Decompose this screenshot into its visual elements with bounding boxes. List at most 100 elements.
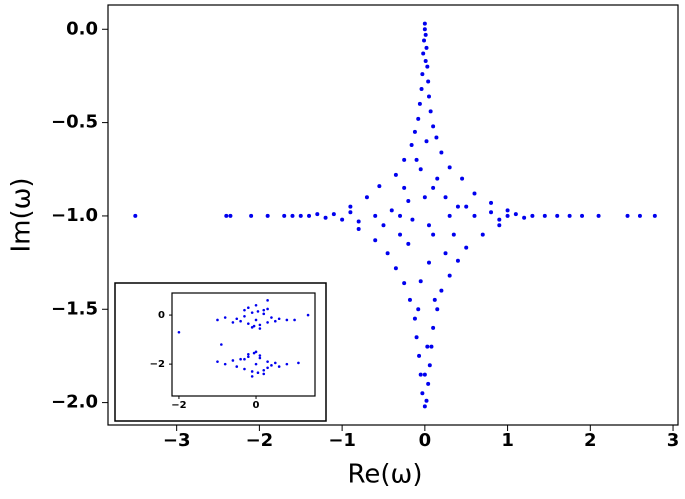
point (273, 361, 277, 365)
point (421, 51, 426, 56)
point (412, 316, 417, 321)
point (262, 308, 266, 312)
point (409, 143, 414, 147)
point (277, 317, 281, 321)
point (431, 232, 436, 237)
point (252, 324, 256, 328)
point (434, 135, 439, 140)
point (417, 101, 422, 106)
point (297, 361, 300, 365)
point (285, 362, 289, 366)
point (258, 354, 262, 357)
point (422, 404, 427, 409)
point (417, 353, 422, 358)
point (254, 362, 258, 366)
point (247, 306, 250, 310)
point (250, 370, 254, 373)
point (425, 64, 430, 69)
point (258, 323, 262, 327)
point (262, 312, 266, 316)
point (426, 79, 431, 84)
point (364, 195, 369, 200)
point (422, 27, 427, 32)
point (277, 365, 281, 368)
point (505, 208, 510, 213)
y-tick-label: −1.5 (51, 298, 98, 319)
point (406, 241, 411, 246)
point (489, 200, 494, 205)
point (239, 319, 242, 323)
x-tick-label: −3 (163, 430, 191, 451)
point (250, 375, 254, 378)
point (625, 213, 630, 218)
point (266, 360, 269, 363)
point (416, 116, 421, 121)
point (258, 356, 262, 360)
point (423, 32, 428, 37)
point (266, 366, 269, 370)
point (432, 297, 437, 302)
point (262, 368, 266, 372)
point (426, 94, 431, 99)
point (377, 184, 382, 189)
point (418, 279, 423, 284)
point (224, 213, 229, 218)
point (555, 213, 560, 218)
point (398, 213, 403, 218)
point (422, 38, 427, 43)
point (306, 313, 310, 317)
y-tick-label: −2 (150, 359, 165, 370)
point (285, 318, 289, 322)
plot-frame (107, 4, 679, 426)
point (412, 129, 417, 134)
point (273, 319, 277, 323)
point (414, 335, 419, 340)
point (435, 307, 440, 312)
point (256, 371, 260, 375)
y-tick-label: 0 (158, 310, 165, 321)
point (439, 288, 444, 293)
x-tick-label: 0 (419, 430, 432, 451)
point (254, 318, 258, 322)
point (410, 217, 415, 222)
point (414, 157, 419, 162)
point (464, 245, 469, 250)
point (652, 213, 657, 218)
point (331, 212, 336, 217)
point (266, 307, 269, 311)
point (428, 109, 433, 114)
point (472, 191, 477, 196)
point (447, 213, 452, 218)
point (270, 316, 273, 319)
point (235, 317, 239, 321)
point (385, 251, 390, 256)
point (422, 21, 427, 26)
point (402, 157, 407, 162)
point (348, 210, 353, 215)
point (258, 327, 262, 330)
point (423, 59, 428, 63)
point (472, 213, 477, 218)
x-tick-label: −2 (171, 400, 186, 411)
plot-frame (171, 292, 316, 397)
point (262, 372, 266, 376)
point (231, 359, 235, 362)
point (266, 321, 269, 324)
point (447, 273, 452, 278)
point (460, 176, 465, 181)
point (356, 227, 361, 231)
point (133, 213, 138, 218)
point (235, 365, 239, 368)
point (542, 213, 547, 218)
point (247, 353, 250, 356)
point (522, 215, 527, 220)
point (447, 165, 452, 170)
point (243, 314, 246, 318)
point (356, 219, 361, 224)
x-axis-label: Re(ω) (348, 460, 423, 490)
point (431, 124, 436, 129)
point (220, 343, 223, 346)
point (265, 213, 270, 218)
point (373, 213, 378, 218)
point (348, 204, 353, 209)
